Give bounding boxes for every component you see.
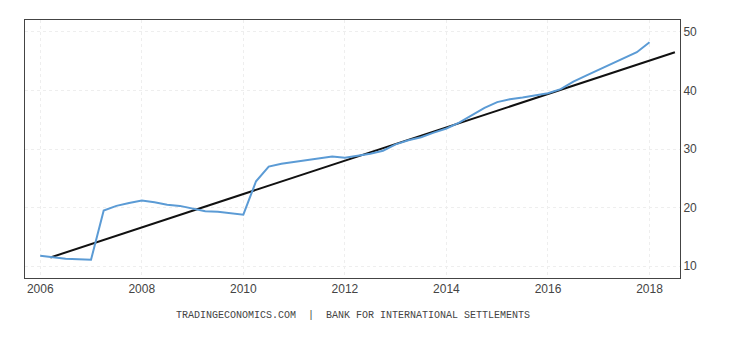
- svg-text:TRADINGECONOMICS.COM | BANK: TRADINGECONOMICS.COM | BANK FOR INTERNAT…: [176, 310, 530, 321]
- svg-text:10: 10: [683, 259, 697, 273]
- svg-text:2016: 2016: [535, 282, 562, 296]
- svg-text:2010: 2010: [230, 282, 257, 296]
- svg-text:50: 50: [683, 25, 697, 39]
- svg-text:40: 40: [683, 84, 697, 98]
- svg-text:2012: 2012: [332, 282, 359, 296]
- svg-text:20: 20: [683, 201, 697, 215]
- svg-text:2014: 2014: [433, 282, 460, 296]
- svg-text:2006: 2006: [27, 282, 54, 296]
- svg-text:2008: 2008: [128, 282, 155, 296]
- svg-text:30: 30: [683, 142, 697, 156]
- svg-text:2018: 2018: [636, 282, 663, 296]
